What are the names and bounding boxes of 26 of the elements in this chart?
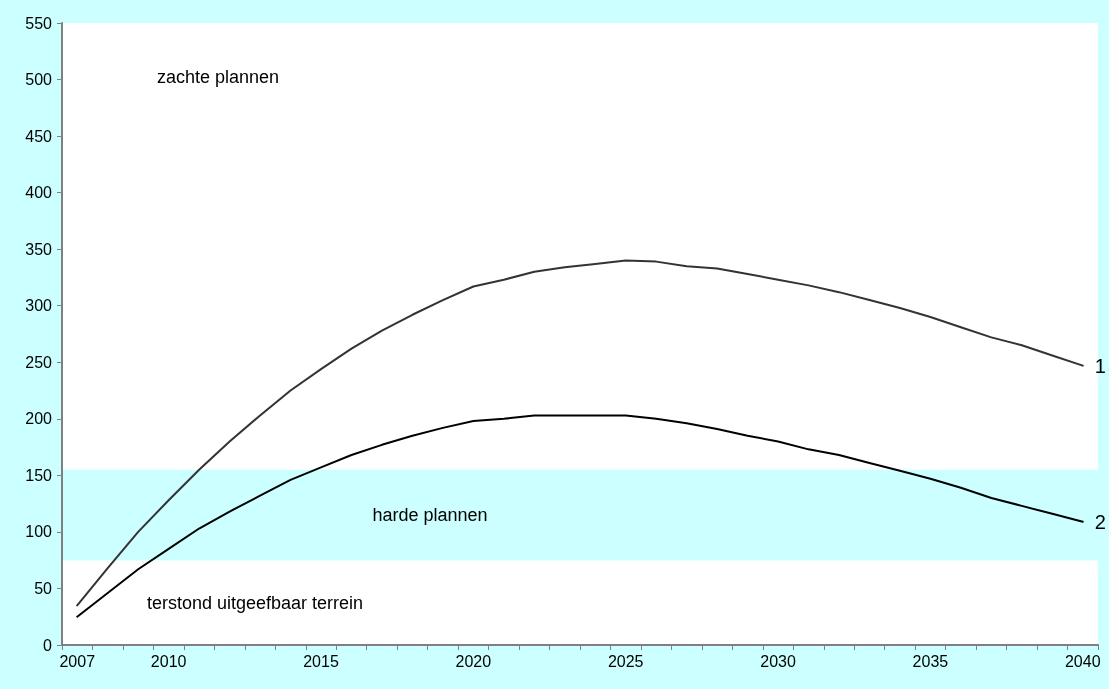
y-tick-label: 500 — [25, 71, 53, 89]
x-tick-label: 2025 — [607, 652, 644, 670]
y-tick-label: 450 — [25, 127, 53, 145]
y-tick-label: 150 — [25, 466, 53, 484]
band-label: harde plannen — [372, 504, 488, 525]
x-tick-label: 2015 — [303, 652, 339, 670]
x-tick-label: 2020 — [455, 652, 492, 670]
y-tick-label: 200 — [25, 410, 53, 428]
x-tick-label: 2035 — [912, 652, 949, 670]
x-tick-label: 2010 — [150, 652, 187, 670]
band-label: zachte plannen — [157, 67, 280, 87]
y-tick-label: 0 — [43, 636, 53, 654]
y-tick-label: 400 — [25, 184, 53, 202]
y-tick-label: 100 — [25, 523, 53, 541]
y-tick-label: 350 — [25, 240, 53, 258]
x-tick-label: 2030 — [760, 652, 796, 670]
y-tick-label: 250 — [25, 353, 53, 371]
x-tick-label: 2040 — [1064, 652, 1101, 670]
line-series — [76, 414, 1084, 618]
series-label: 2 — [1094, 510, 1106, 533]
y-tick-label: 300 — [25, 297, 53, 315]
y-tick-label: 550 — [25, 14, 53, 32]
band-label: terstond uitgeefbaar terrein — [147, 592, 364, 613]
series-label: 1 — [1094, 354, 1106, 377]
x-tick-label: 2007 — [59, 652, 96, 670]
y-tick-label: 50 — [34, 579, 53, 597]
